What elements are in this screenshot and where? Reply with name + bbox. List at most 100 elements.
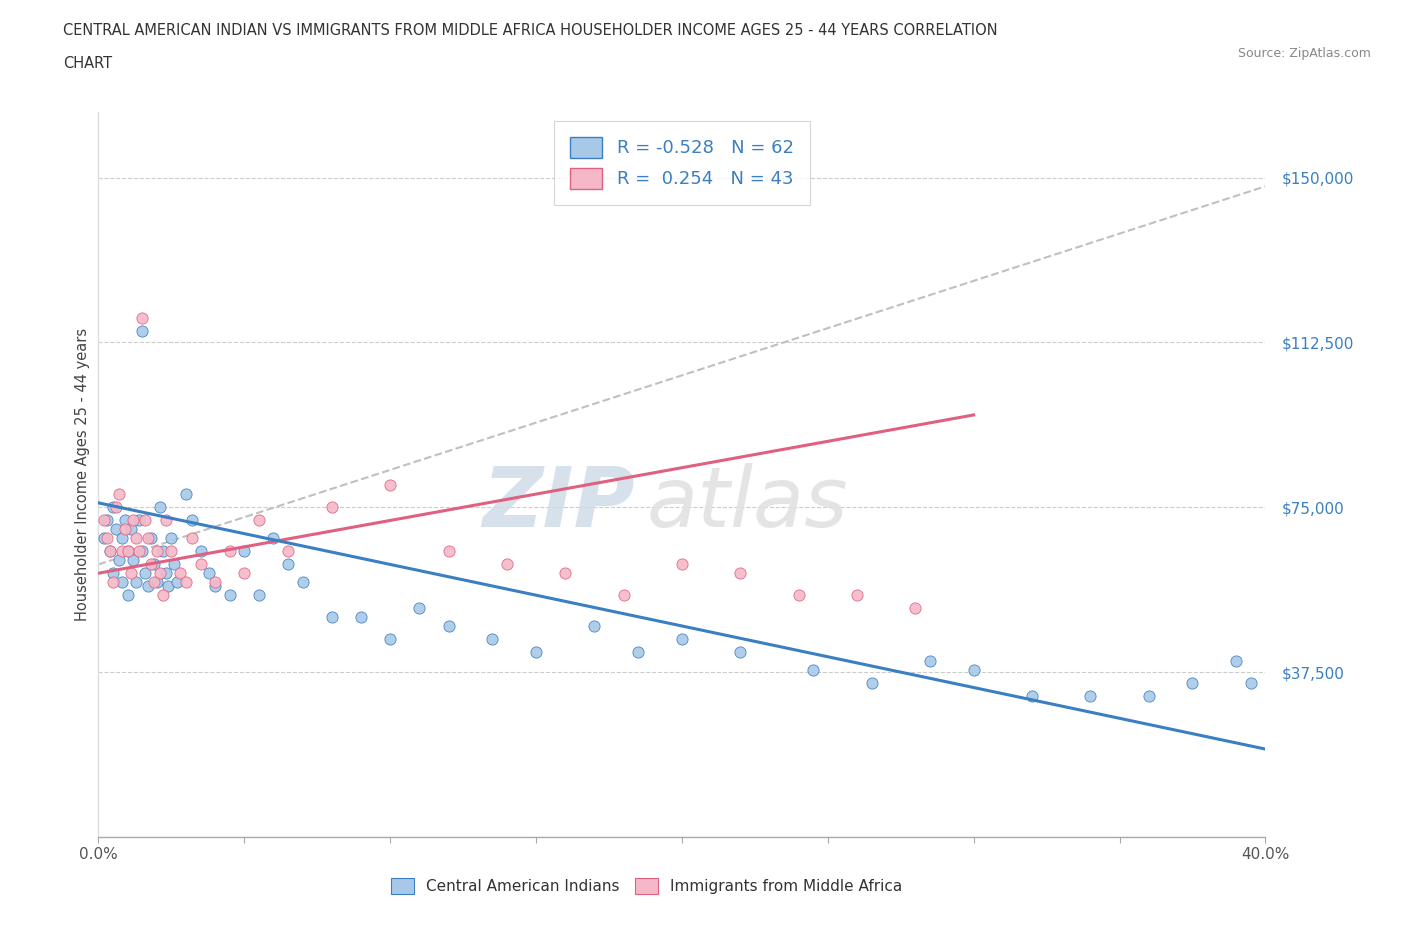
Point <box>139 531 162 546</box>
Point <box>204 575 226 590</box>
Point <box>801 662 824 677</box>
Point <box>904 601 927 616</box>
Point <box>321 610 343 625</box>
Point <box>139 557 162 572</box>
Point <box>233 544 256 559</box>
Point <box>860 676 883 691</box>
Point <box>160 531 183 546</box>
Point <box>131 311 153 325</box>
Point <box>198 565 221 580</box>
Point <box>218 544 240 559</box>
Point <box>160 544 183 559</box>
Legend: Central American Indians, Immigrants from Middle Africa: Central American Indians, Immigrants fro… <box>384 870 910 902</box>
Point <box>190 544 212 559</box>
Point <box>101 499 124 514</box>
Point <box>152 588 174 603</box>
Point <box>125 575 148 590</box>
Point <box>111 575 134 590</box>
Point <box>114 513 136 528</box>
Point <box>1240 676 1263 691</box>
Point <box>122 552 145 567</box>
Point <box>174 575 197 590</box>
Point <box>481 631 503 646</box>
Point <box>671 557 693 572</box>
Point <box>142 557 165 572</box>
Text: ZIP: ZIP <box>482 463 636 544</box>
Point <box>152 544 174 559</box>
Point <box>136 531 159 546</box>
Point <box>1080 689 1102 704</box>
Point <box>117 544 139 559</box>
Point <box>277 557 299 572</box>
Text: atlas: atlas <box>647 463 849 544</box>
Point <box>96 513 118 528</box>
Point <box>146 544 169 559</box>
Point <box>380 631 402 646</box>
Point <box>846 588 869 603</box>
Point <box>1181 676 1204 691</box>
Point <box>169 565 191 580</box>
Point <box>350 610 373 625</box>
Point <box>117 544 139 559</box>
Point <box>321 499 343 514</box>
Point <box>291 575 314 590</box>
Point <box>120 565 142 580</box>
Point <box>134 565 156 580</box>
Point <box>166 575 188 590</box>
Point <box>114 522 136 537</box>
Text: CHART: CHART <box>63 56 112 71</box>
Point <box>128 544 150 559</box>
Point <box>218 588 240 603</box>
Point <box>122 513 145 528</box>
Point <box>204 579 226 594</box>
Point <box>671 631 693 646</box>
Point <box>136 579 159 594</box>
Point <box>149 565 172 580</box>
Point <box>108 552 131 567</box>
Point <box>277 544 299 559</box>
Point <box>93 513 115 528</box>
Point <box>730 644 752 659</box>
Point <box>180 531 202 546</box>
Point <box>101 575 124 590</box>
Point <box>142 575 165 590</box>
Point <box>149 499 172 514</box>
Point <box>96 531 118 546</box>
Point <box>155 513 177 528</box>
Point <box>962 662 984 677</box>
Point <box>180 513 202 528</box>
Point <box>101 565 124 580</box>
Text: Source: ZipAtlas.com: Source: ZipAtlas.com <box>1237 46 1371 60</box>
Point <box>131 324 153 339</box>
Point <box>117 588 139 603</box>
Y-axis label: Householder Income Ages 25 - 44 years: Householder Income Ages 25 - 44 years <box>75 327 90 621</box>
Point <box>120 522 142 537</box>
Point <box>437 544 460 559</box>
Point <box>174 486 197 501</box>
Point <box>233 565 256 580</box>
Point <box>627 644 650 659</box>
Point <box>111 544 134 559</box>
Point <box>157 579 180 594</box>
Text: CENTRAL AMERICAN INDIAN VS IMMIGRANTS FROM MIDDLE AFRICA HOUSEHOLDER INCOME AGES: CENTRAL AMERICAN INDIAN VS IMMIGRANTS FR… <box>63 23 998 38</box>
Point <box>93 531 115 546</box>
Point <box>128 513 150 528</box>
Point <box>262 531 284 546</box>
Point <box>380 478 402 493</box>
Point <box>1225 654 1247 669</box>
Point <box>408 601 430 616</box>
Point <box>155 565 177 580</box>
Point <box>247 588 270 603</box>
Point <box>730 565 752 580</box>
Point <box>583 618 606 633</box>
Point <box>108 486 131 501</box>
Point <box>104 499 127 514</box>
Point <box>146 575 169 590</box>
Point <box>190 557 212 572</box>
Point <box>496 557 519 572</box>
Point <box>918 654 941 669</box>
Point <box>104 522 127 537</box>
Point <box>134 513 156 528</box>
Point <box>131 544 153 559</box>
Point <box>524 644 547 659</box>
